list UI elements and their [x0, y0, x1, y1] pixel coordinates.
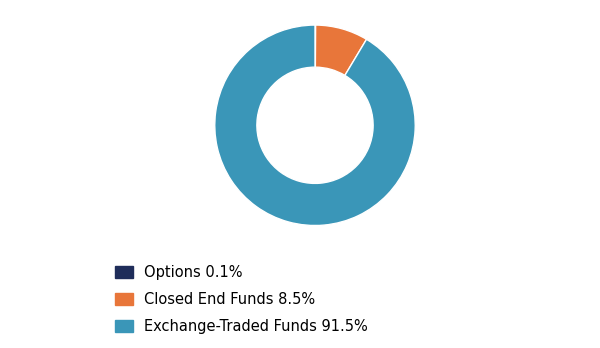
Legend: Options 0.1%, Closed End Funds 8.5%, Exchange-Traded Funds 91.5%: Options 0.1%, Closed End Funds 8.5%, Exc…: [115, 266, 368, 334]
Wedge shape: [215, 25, 415, 226]
Wedge shape: [316, 25, 367, 76]
Wedge shape: [315, 25, 316, 67]
